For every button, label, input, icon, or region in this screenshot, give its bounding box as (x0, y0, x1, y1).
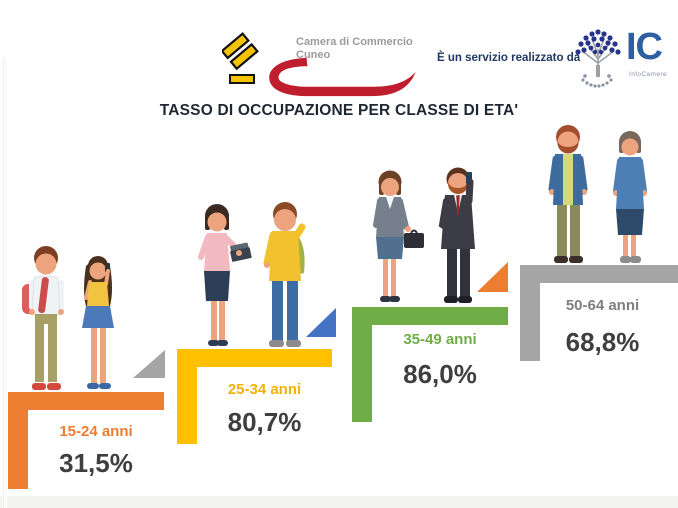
ramp-triangle-icon (477, 262, 508, 292)
step-35-49-label: 35-49 anni (403, 331, 477, 348)
businesswoman-figure (373, 170, 424, 302)
young-woman-figure (82, 256, 114, 389)
woman-with-laptop-figure (198, 204, 252, 346)
figure-group-50-64 (530, 123, 665, 270)
step-35-49-value: 86,0% (403, 359, 477, 389)
page-title: TASSO DI OCCUPAZIONE PER CLASSE DI ETA' (159, 102, 519, 119)
step-25-34-label: 25-34 anni (227, 381, 302, 398)
step-35-49-vertical-bar (352, 307, 372, 422)
step-15-24-value: 31,5% (59, 448, 133, 478)
step-50-64-vertical-bar (520, 265, 540, 361)
step-25-34-value: 80,7% (227, 407, 302, 437)
step-50-64-value: 68,8% (565, 327, 640, 357)
camera-di-commercio-name: Camera di Commercio Cuneo (296, 36, 413, 62)
figure-group-25-34 (183, 199, 323, 354)
step-15-24-horizontal-bar (8, 392, 164, 410)
ramp-triangle-icon (306, 308, 336, 337)
step-50-64-horizontal-bar (520, 265, 678, 283)
camera-name-line1: Camera di Commercio (296, 36, 413, 48)
bottom-strip (0, 496, 678, 508)
man-with-jacket-figure (263, 202, 306, 347)
infocamere-name: InfoCamere (629, 71, 667, 78)
red-swoosh-icon (262, 56, 422, 98)
figure-group-15-24 (16, 240, 128, 397)
step-15-24-label: 15-24 anni (59, 423, 133, 440)
infocamere-abbr: IC (626, 26, 663, 68)
older-man-figure (548, 125, 588, 263)
figure-group-35-49 (352, 167, 502, 312)
young-man-figure (22, 246, 64, 390)
step-15-24-vertical-bar (8, 392, 28, 489)
step-35-49-horizontal-bar (352, 307, 508, 325)
step-50-64-label: 50-64 anni (565, 297, 640, 314)
service-label: È un servizio realizzato da (437, 52, 581, 64)
businessman-on-phone-figure (438, 167, 475, 303)
older-woman-figure (613, 131, 647, 263)
camera-di-commercio-logo-icon (220, 30, 260, 88)
step-25-34-vertical-bar (177, 349, 197, 444)
step-25-34-horizontal-bar (177, 349, 332, 367)
page-left-edge (3, 58, 7, 508)
infocamere-tree-icon (572, 29, 624, 89)
ramp-triangle-icon (133, 350, 165, 378)
